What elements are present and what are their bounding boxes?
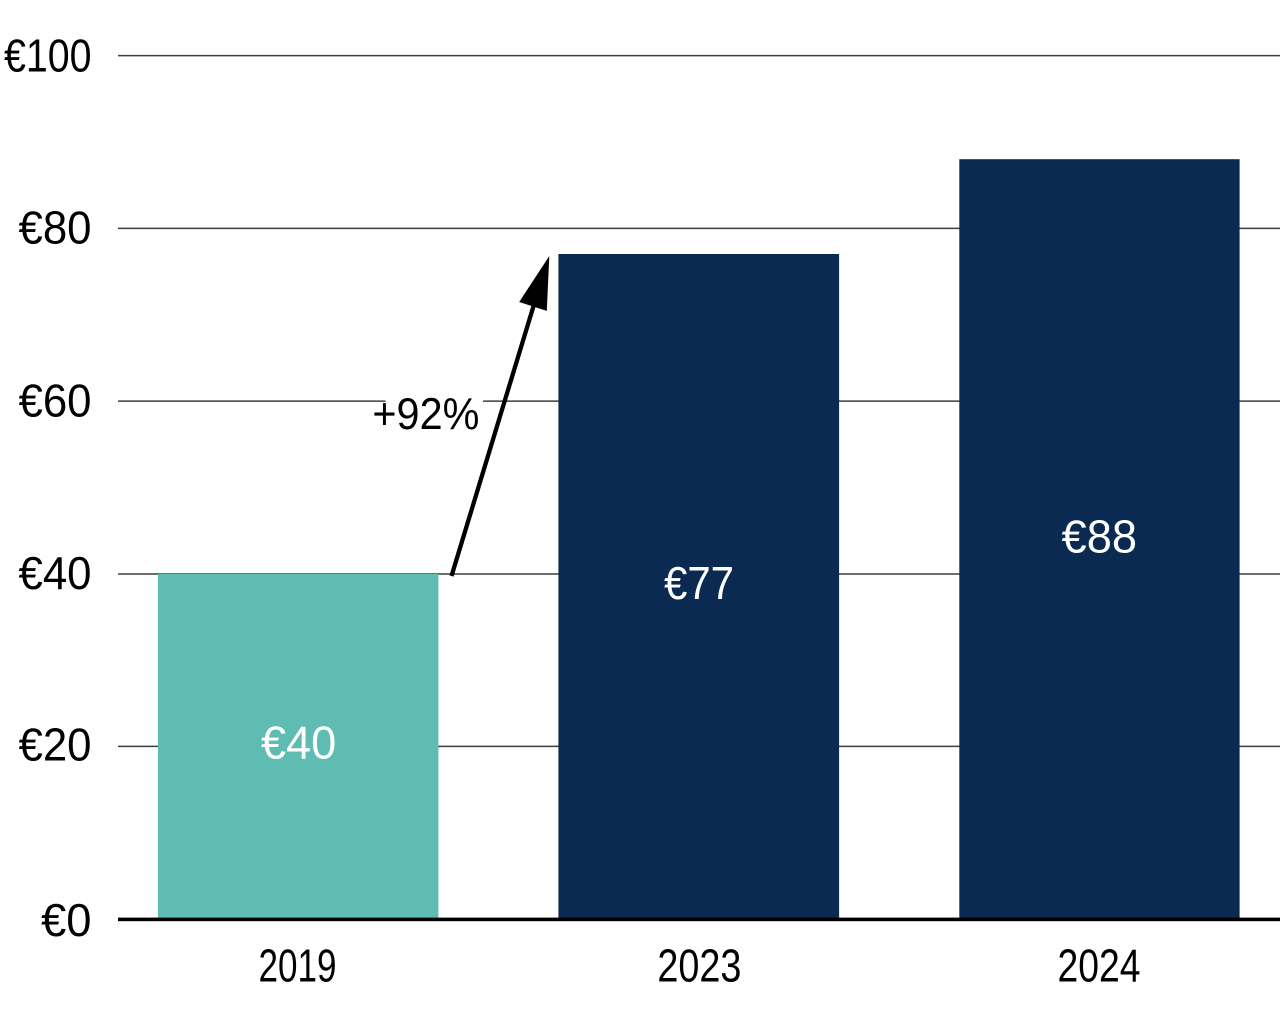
svg-text:€60: €60 [19, 375, 92, 427]
svg-text:+92%: +92% [372, 390, 479, 439]
svg-text:2023: 2023 [657, 940, 741, 992]
svg-text:€20: €20 [19, 718, 92, 770]
svg-text:€40: €40 [19, 547, 92, 599]
svg-text:€0: €0 [41, 894, 92, 946]
svg-text:2019: 2019 [259, 940, 337, 992]
svg-text:€88: €88 [1062, 511, 1138, 563]
svg-text:€40: €40 [261, 717, 337, 769]
svg-text:€77: €77 [664, 557, 734, 609]
svg-text:€80: €80 [19, 202, 92, 254]
svg-text:2024: 2024 [1058, 940, 1141, 992]
svg-text:€100: €100 [4, 30, 92, 82]
